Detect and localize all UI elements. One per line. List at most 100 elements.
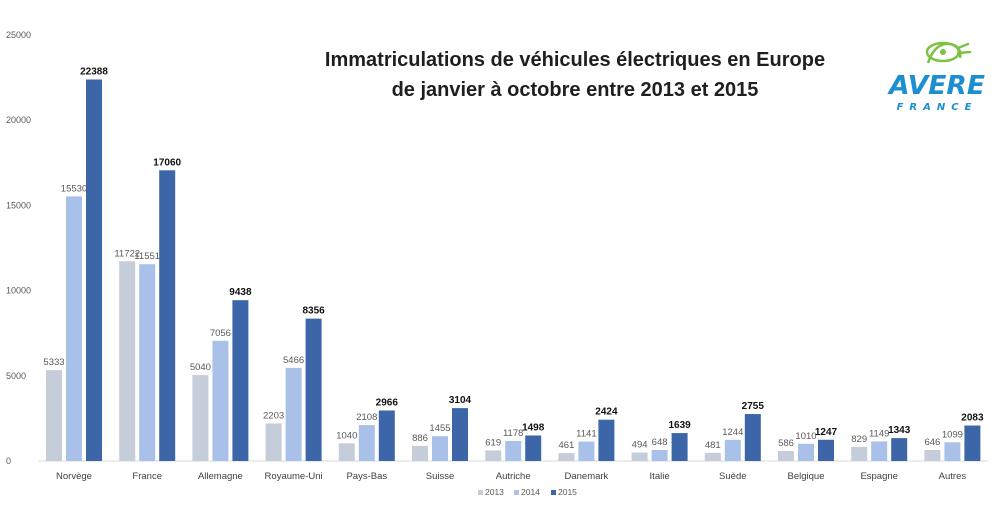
x-axis-labels: Norvège France Allemagne Royaume-Uni Pays-Ba… [56, 471, 966, 482]
data-label-2014: 1099 [942, 429, 963, 440]
data-label-2014: 1149 [869, 428, 889, 439]
bar-2015 [159, 170, 176, 461]
data-label-2015: 1639 [668, 420, 691, 431]
y-tick-label: 20000 [6, 115, 31, 125]
y-tick-label: 5000 [6, 371, 26, 381]
data-label-2013: 646 [924, 437, 940, 448]
data-label-2015: 22388 [80, 67, 108, 78]
x-tick-label: Royaume-Uni [265, 471, 323, 482]
x-tick-label: Italie [650, 471, 670, 482]
y-tick-label: 10000 [6, 286, 31, 296]
bar-2013 [631, 452, 648, 461]
bar-2014 [358, 425, 375, 461]
legend-label-2013: 2013 [485, 487, 504, 497]
bar-2015 [525, 435, 542, 461]
bar-2015 [86, 79, 102, 461]
data-label-2014: 1010 [795, 431, 816, 442]
bar-2013 [778, 451, 794, 461]
legend-label-2015: 2015 [558, 487, 577, 497]
x-tick-label: Suède [719, 471, 746, 482]
bar-2014 [66, 196, 82, 461]
bar-2013 [558, 453, 575, 461]
data-label-2015: 1247 [815, 427, 838, 438]
bar-2015 [818, 439, 834, 461]
data-label-2015: 3104 [449, 395, 472, 406]
data-label-2015: 2424 [595, 407, 618, 418]
bar-2013 [46, 370, 62, 461]
legend: 2013 2014 2015 [478, 487, 577, 497]
data-label-2014: 1141 [576, 429, 596, 440]
avere-france-logo: AVERE FRANCE [887, 41, 985, 113]
logo-subtitle: FRANCE [897, 102, 978, 113]
x-tick-label: Espagne [860, 471, 898, 482]
data-label-2013: 619 [485, 437, 501, 448]
data-label-2013: 481 [705, 440, 721, 451]
x-tick-label: Danemark [564, 471, 608, 482]
data-label-2013: 494 [632, 440, 648, 451]
bar-2015 [452, 408, 468, 461]
bar-2015 [598, 419, 615, 461]
logo-wordmark: AVERE [887, 71, 985, 101]
bar-2013 [265, 423, 282, 461]
legend-swatch-2013 [478, 490, 483, 495]
data-label-2013: 586 [778, 438, 794, 449]
bar-2013 [485, 450, 502, 461]
data-label-2014: 1178 [503, 428, 523, 439]
bar-2013 [412, 445, 428, 461]
x-tick-label: Allemagne [198, 471, 243, 482]
x-tick-label: Autriche [496, 471, 531, 482]
x-tick-label: Norvège [56, 471, 92, 482]
data-label-2013: 1040 [336, 430, 357, 441]
bar-2015 [671, 433, 688, 461]
chart-title-line1: Immatriculations de véhicules électrique… [325, 49, 825, 71]
bar-2015 [744, 414, 761, 461]
data-label-2015: 2966 [376, 397, 399, 408]
bar-2014 [871, 441, 888, 461]
bar-2014 [798, 443, 814, 461]
x-tick-label: France [132, 471, 162, 482]
bar-2015 [232, 300, 249, 461]
data-label-2014: 11551 [134, 251, 160, 262]
bar-2013 [924, 449, 941, 461]
data-label-2014: 2108 [356, 412, 377, 423]
bar-2013 [704, 452, 721, 461]
legend-swatch-2015 [551, 490, 556, 495]
legend-swatch-2014 [514, 490, 519, 495]
bar-2014 [212, 340, 229, 461]
y-axis: 0 5000 10000 15000 20000 25000 [6, 30, 31, 466]
data-label-2014: 648 [652, 437, 668, 448]
data-label-2015: 1343 [888, 425, 911, 436]
bar-2014 [578, 441, 595, 461]
data-label-2014: 7056 [210, 328, 231, 339]
bar-2015 [305, 318, 322, 461]
bar-2015 [891, 438, 908, 461]
x-tick-label: Belgique [788, 471, 825, 482]
ev-car-plug-icon [925, 41, 972, 64]
data-label-2014: 15530 [61, 183, 87, 194]
bar-2015 [964, 425, 981, 461]
y-tick-label: 0 [6, 456, 11, 466]
x-tick-label: Autres [939, 471, 967, 482]
chart-title-line2: de janvier à octobre entre 2013 et 2015 [392, 79, 759, 101]
data-label-2014: 1455 [429, 423, 450, 434]
data-label-2013: 829 [851, 434, 867, 445]
data-label-2013: 461 [558, 440, 574, 451]
data-label-2015: 9438 [229, 287, 252, 298]
bar-2013 [119, 261, 136, 461]
data-label-2015: 2083 [961, 413, 984, 424]
data-label-2013: 886 [412, 433, 428, 444]
data-label-2013: 5333 [43, 357, 64, 368]
y-tick-label: 25000 [6, 30, 31, 40]
data-label-2013: 5040 [190, 362, 211, 373]
data-label-2013: 11722 [114, 248, 140, 259]
x-tick-label: Pays-Bas [346, 471, 387, 482]
x-tick-label: Suisse [426, 471, 455, 482]
bar-2013 [851, 446, 868, 461]
bar-2015 [378, 410, 395, 461]
bars [46, 79, 981, 461]
bar-2013 [192, 375, 209, 461]
bar-2014 [139, 264, 156, 461]
bar-2013 [338, 443, 355, 461]
